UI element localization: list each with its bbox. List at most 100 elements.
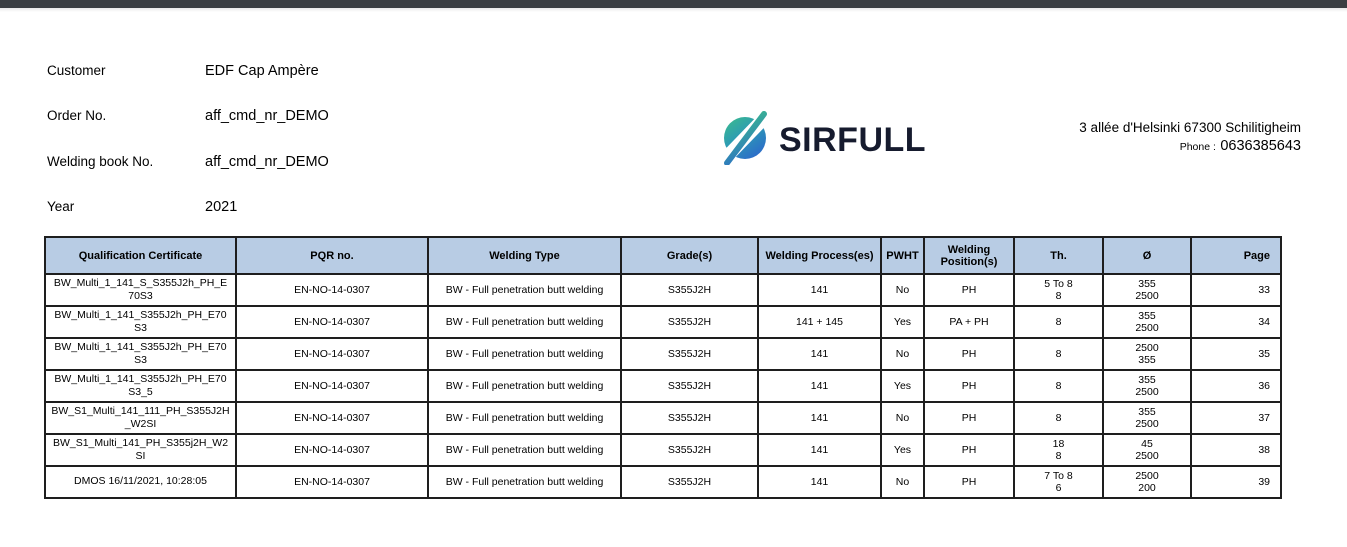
- order-no-label: Order No.: [47, 108, 107, 123]
- company-address: 3 allée d'Helsinki 67300 Schilitigheim: [1079, 120, 1301, 135]
- info-row-year: Year 2021: [47, 199, 237, 215]
- order-no-value: aff_cmd_nr_DEMO: [205, 108, 329, 124]
- table-row: BW_Multi_1_141_S355J2h_PH_E70S3 EN-NO-14-…: [44, 305, 1282, 339]
- cell-thickness: 5 To 8 8: [1013, 273, 1104, 307]
- cell-diameter: 2500 355: [1102, 337, 1192, 371]
- cell-grades: S355J2H: [620, 369, 759, 403]
- cell-pwht: Yes: [880, 369, 925, 403]
- cell-certificate: BW_Multi_1_141_S_S355J2h_PH_E70S3: [44, 273, 237, 307]
- cell-page: 38: [1190, 433, 1282, 467]
- cell-welding-type: BW - Full penetration butt welding: [427, 305, 622, 339]
- cell-pqr: EN-NO-14-0307: [235, 305, 429, 339]
- col-header-diameter: Ø: [1102, 236, 1192, 275]
- qualification-table: Qualification Certificate PQR no. Weldin…: [44, 236, 1282, 499]
- welding-book-no-label: Welding book No.: [47, 154, 154, 169]
- cell-positions: PH: [923, 369, 1015, 403]
- year-label: Year: [47, 199, 75, 214]
- col-header-page: Page: [1190, 236, 1282, 275]
- cell-pwht: No: [880, 465, 925, 499]
- company-contact: 3 allée d'Helsinki 67300 Schilitigheim P…: [1079, 120, 1301, 155]
- cell-diameter: 355 2500: [1102, 305, 1192, 339]
- cell-certificate: BW_Multi_1_141_S355J2h_PH_E70S3_5: [44, 369, 237, 403]
- cell-diameter: 355 2500: [1102, 273, 1192, 307]
- cell-thickness: 7 To 8 6: [1013, 465, 1104, 499]
- cell-processes: 141: [757, 433, 882, 467]
- table-row: BW_Multi_1_141_S355J2h_PH_E70S3 EN-NO-14-…: [44, 337, 1282, 371]
- cell-certificate: BW_Multi_1_141_S355J2h_PH_E70S3: [44, 305, 237, 339]
- cell-thickness: 18 8: [1013, 433, 1104, 467]
- customer-value: EDF Cap Ampère: [205, 63, 319, 79]
- cell-positions: PA + PH: [923, 305, 1015, 339]
- welding-book-no-value: aff_cmd_nr_DEMO: [205, 154, 329, 170]
- cell-pwht: Yes: [880, 305, 925, 339]
- cell-welding-type: BW - Full penetration butt welding: [427, 337, 622, 371]
- cell-grades: S355J2H: [620, 401, 759, 435]
- cell-pqr: EN-NO-14-0307: [235, 337, 429, 371]
- cell-grades: S355J2H: [620, 305, 759, 339]
- cell-positions: PH: [923, 337, 1015, 371]
- cell-pwht: Yes: [880, 433, 925, 467]
- phone-number: 0636385643: [1220, 138, 1301, 154]
- cell-pwht: No: [880, 337, 925, 371]
- cell-page: 35: [1190, 337, 1282, 371]
- cell-thickness: 8: [1013, 305, 1104, 339]
- top-chrome-bar: [0, 0, 1347, 8]
- cell-certificate: BW_S1_Multi_141_111_PH_S355J2H_W2SI: [44, 401, 237, 435]
- brand-name: SIRFULL: [779, 121, 927, 159]
- cell-pwht: No: [880, 273, 925, 307]
- col-header-welding-positions: Welding Position(s): [923, 236, 1015, 275]
- table-row: DMOS 16/11/2021, 10:28:05 EN-NO-14-0307 BW…: [44, 465, 1282, 499]
- col-header-welding-type: Welding Type: [427, 236, 622, 275]
- col-header-welding-processes: Welding Process(es): [757, 236, 882, 275]
- table-row: BW_S1_Multi_141_111_PH_S355J2H_W2SI EN-NO…: [44, 401, 1282, 435]
- cell-welding-type: BW - Full penetration butt welding: [427, 273, 622, 307]
- cell-pqr: EN-NO-14-0307: [235, 433, 429, 467]
- cell-pqr: EN-NO-14-0307: [235, 465, 429, 499]
- col-header-grades: Grade(s): [620, 236, 759, 275]
- cell-pqr: EN-NO-14-0307: [235, 369, 429, 403]
- table-row: BW_Multi_1_141_S_S355J2h_PH_E70S3 EN-NO-1…: [44, 273, 1282, 307]
- cell-positions: PH: [923, 273, 1015, 307]
- table-header-row: Qualification Certificate PQR no. Weldin…: [44, 236, 1282, 275]
- info-row-order-no: Order No. aff_cmd_nr_DEMO: [47, 108, 329, 124]
- cell-thickness: 8: [1013, 401, 1104, 435]
- cell-thickness: 8: [1013, 369, 1104, 403]
- table-body: BW_Multi_1_141_S_S355J2h_PH_E70S3 EN-NO-1…: [44, 273, 1282, 499]
- cell-processes: 141: [757, 273, 882, 307]
- col-header-th: Th.: [1013, 236, 1104, 275]
- year-value: 2021: [205, 199, 238, 215]
- cell-positions: PH: [923, 401, 1015, 435]
- cell-certificate: BW_Multi_1_141_S355J2h_PH_E70S3: [44, 337, 237, 371]
- customer-label: Customer: [47, 63, 106, 78]
- cell-processes: 141: [757, 337, 882, 371]
- cell-grades: S355J2H: [620, 465, 759, 499]
- col-header-pwht: PWHT: [880, 236, 925, 275]
- info-row-welding-book-no: Welding book No. aff_cmd_nr_DEMO: [47, 154, 329, 170]
- cell-processes: 141: [757, 465, 882, 499]
- cell-processes: 141 + 145: [757, 305, 882, 339]
- cell-diameter: 2500 200: [1102, 465, 1192, 499]
- cell-diameter: 355 2500: [1102, 369, 1192, 403]
- cell-processes: 141: [757, 401, 882, 435]
- cell-positions: PH: [923, 465, 1015, 499]
- company-phone: Phone : 0636385643: [1079, 137, 1301, 155]
- cell-page: 37: [1190, 401, 1282, 435]
- top-chrome-shadow: [0, 8, 1347, 12]
- cell-page: 33: [1190, 273, 1282, 307]
- info-row-customer: Customer EDF Cap Ampère: [47, 63, 319, 79]
- table-row: BW_S1_Multi_141_PH_S355j2H_W2SI EN-NO-14-…: [44, 433, 1282, 467]
- cell-page: 39: [1190, 465, 1282, 499]
- cell-certificate: DMOS 16/11/2021, 10:28:05: [44, 465, 237, 499]
- cell-pwht: No: [880, 401, 925, 435]
- phone-label: Phone :: [1179, 141, 1216, 153]
- cell-positions: PH: [923, 433, 1015, 467]
- cell-grades: S355J2H: [620, 273, 759, 307]
- cell-welding-type: BW - Full penetration butt welding: [427, 433, 622, 467]
- cell-pqr: EN-NO-14-0307: [235, 401, 429, 435]
- table-row: BW_Multi_1_141_S355J2h_PH_E70S3_5 EN-NO-1…: [44, 369, 1282, 403]
- cell-diameter: 355 2500: [1102, 401, 1192, 435]
- col-header-qualification-certificate: Qualification Certificate: [44, 236, 237, 275]
- cell-diameter: 45 2500: [1102, 433, 1192, 467]
- cell-welding-type: BW - Full penetration butt welding: [427, 465, 622, 499]
